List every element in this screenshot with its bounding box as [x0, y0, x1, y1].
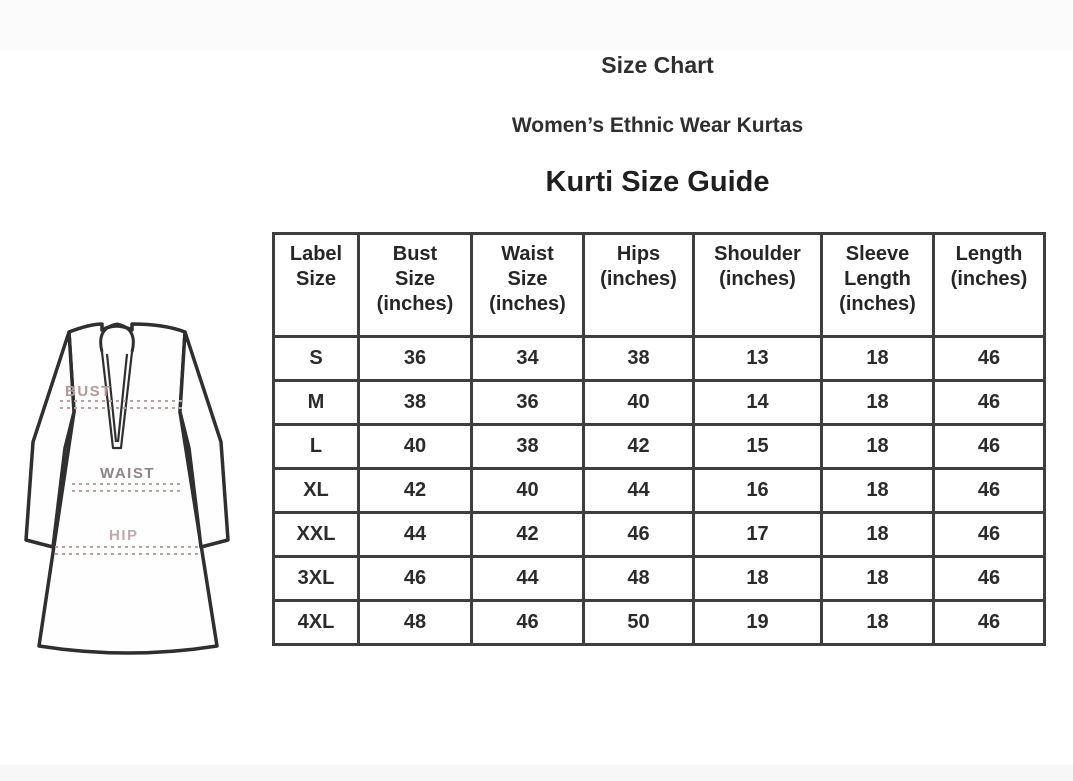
measurement-cell: 18 [820, 467, 935, 514]
bottom-background-band [0, 765, 1073, 781]
size-table: Label Size Bust Size (inches) Waist Size (inche… [272, 232, 1046, 646]
measurement-cell: 34 [470, 335, 585, 382]
measurement-cell: 46 [357, 555, 473, 602]
size-row-M: M 38 36 40 14 18 46 [272, 379, 1046, 426]
measurement-cell: 46 [470, 599, 585, 646]
measurement-cell: 48 [357, 599, 473, 646]
title-block: Size Chart Women’s Ethnic Wear Kurtas Ku… [272, 0, 1043, 230]
measurement-cell: 46 [932, 511, 1046, 558]
size-label-cell: XL [272, 467, 360, 514]
hip-measure-line [55, 546, 199, 555]
measurement-cell: 17 [692, 511, 823, 558]
column-header-0: Label Size [272, 232, 360, 338]
size-row-L: L 40 38 42 15 18 46 [272, 423, 1046, 470]
size-label-cell: M [272, 379, 360, 426]
measurement-cell: 46 [932, 599, 1046, 646]
measurement-cell: 13 [692, 335, 823, 382]
kurti-neckline [99, 322, 135, 353]
measurement-cell: 36 [357, 335, 473, 382]
kurti-body-outline [37, 322, 219, 655]
measurement-cell: 40 [470, 467, 585, 514]
measurement-cell: 38 [470, 423, 585, 470]
column-header-4: Shoulder (inches) [692, 232, 823, 338]
measurement-cell: 38 [357, 379, 473, 426]
measurement-cell: 18 [820, 379, 935, 426]
measurement-cell: 48 [582, 555, 695, 602]
column-header-3: Hips (inches) [582, 232, 695, 338]
size-row-3XL: 3XL 46 44 48 18 18 46 [272, 555, 1046, 602]
size-row-XL: XL 42 40 44 16 18 46 [272, 467, 1046, 514]
measurement-cell: 36 [470, 379, 585, 426]
size-row-4XL: 4XL 48 46 50 19 18 46 [272, 599, 1046, 646]
measurement-cell: 44 [470, 555, 585, 602]
measurement-cell: 46 [932, 555, 1046, 602]
size-row-S: S 36 34 38 13 18 46 [272, 335, 1046, 382]
measurement-cell: 50 [582, 599, 695, 646]
measurement-cell: 18 [820, 599, 935, 646]
measurement-cell: 46 [932, 423, 1046, 470]
measurement-cell: 18 [820, 511, 935, 558]
column-header-1: Bust Size (inches) [357, 232, 473, 338]
waist-label: WAIST [100, 465, 155, 482]
size-guide-heading: Kurti Size Guide [545, 166, 770, 198]
size-row-XXL: XXL 44 42 46 17 18 46 [272, 511, 1046, 558]
kurti-illustration: BUST WAIST HIP [12, 320, 242, 668]
measurement-cell: 46 [582, 511, 695, 558]
column-header-5: Sleeve Length (inches) [820, 232, 935, 338]
measurement-cell: 38 [582, 335, 695, 382]
kurti-right-sleeve [178, 330, 230, 549]
kurti-drawing: BUST WAIST HIP [24, 322, 230, 655]
measurement-cell: 18 [820, 335, 935, 382]
size-label-cell: L [272, 423, 360, 470]
measurement-cell: 42 [470, 511, 585, 558]
size-label-cell: XXL [272, 511, 360, 558]
measurement-cell: 18 [820, 555, 935, 602]
column-header-2: Waist Size (inches) [470, 232, 585, 338]
size-table-head: Label Size Bust Size (inches) Waist Size (inche… [272, 232, 1046, 338]
measurement-cell: 14 [692, 379, 823, 426]
size-label-cell: 3XL [272, 555, 360, 602]
measurement-cell: 46 [932, 467, 1046, 514]
header-row: Label Size Bust Size (inches) Waist Size (inche… [272, 232, 1046, 338]
measurement-cell: 44 [582, 467, 695, 514]
page-title: Size Chart [601, 52, 714, 78]
size-label-cell: 4XL [272, 599, 360, 646]
kurti-left-sleeve [24, 330, 76, 549]
size-table-body: S 36 34 38 13 18 46 M 38 36 40 14 18 46 L 40 38 42 15 18 46 X… [272, 335, 1046, 646]
hip-label: HIP [109, 527, 139, 544]
measurement-cell: 40 [582, 379, 695, 426]
measurement-cell: 16 [692, 467, 823, 514]
top-background-band [0, 0, 1073, 50]
page-subtitle: Women’s Ethnic Wear Kurtas [511, 114, 804, 137]
measurement-cell: 42 [582, 423, 695, 470]
waist-measure-line [72, 483, 182, 492]
kurti-placket [100, 351, 134, 450]
measurement-cell: 18 [692, 555, 823, 602]
size-label-cell: S [272, 335, 360, 382]
bust-label: BUST [65, 383, 112, 400]
measurement-cell: 46 [932, 335, 1046, 382]
measurement-cell: 19 [692, 599, 823, 646]
measurement-cell: 46 [932, 379, 1046, 426]
measurement-cell: 15 [692, 423, 823, 470]
measurement-cell: 40 [357, 423, 473, 470]
measurement-cell: 44 [357, 511, 473, 558]
measurement-cell: 18 [820, 423, 935, 470]
column-header-6: Length (inches) [932, 232, 1046, 338]
measurement-cell: 42 [357, 467, 473, 514]
